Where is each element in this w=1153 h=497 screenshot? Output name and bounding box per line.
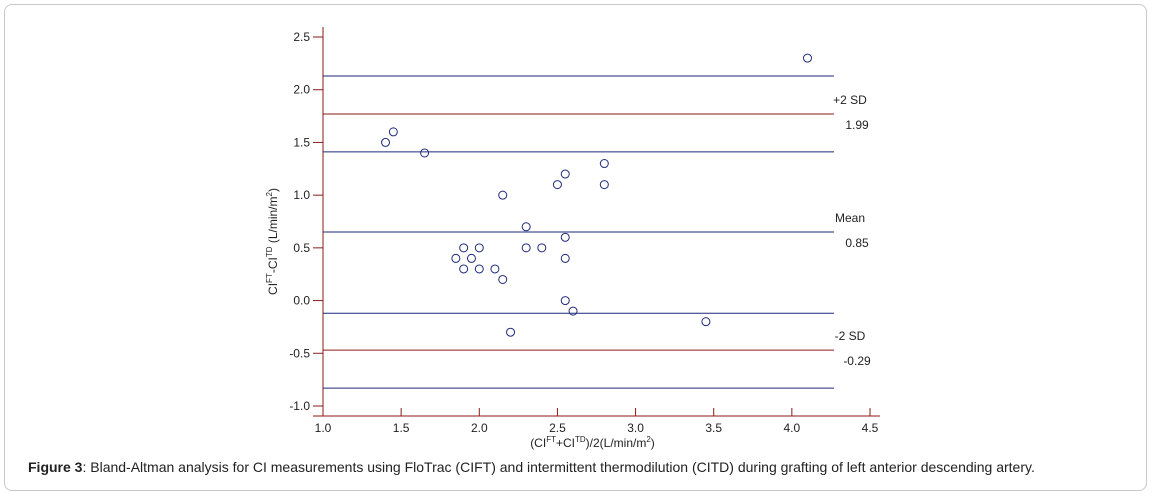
data-point <box>459 243 469 253</box>
data-point <box>466 253 476 263</box>
x-tick-label: 1.5 <box>393 421 410 435</box>
data-point <box>537 243 547 253</box>
figure-caption: Figure 3: Bland-Altman analysis for CI m… <box>28 459 1035 475</box>
reference-line-value: 0.85 <box>845 236 869 250</box>
data-point <box>599 159 609 169</box>
x-tick-label: 3.0 <box>627 421 644 435</box>
x-tick-label: 2.5 <box>549 421 566 435</box>
data-point <box>506 327 516 337</box>
data-point <box>381 137 391 147</box>
y-tick-label: 1.5 <box>293 135 310 149</box>
data-point <box>802 53 812 63</box>
data-point <box>490 264 500 274</box>
reference-line-name: -2 SD <box>835 329 866 343</box>
x-axis-title: (CIFT+CITD)/2(L/min/m2) <box>530 435 655 450</box>
x-tick-label: 4.0 <box>784 421 801 435</box>
y-tick-label: 0.0 <box>293 294 310 308</box>
caption-label: Figure 3 <box>28 459 83 475</box>
data-point <box>701 317 711 327</box>
reference-line-value: 1.99 <box>845 118 869 132</box>
data-point <box>420 148 430 158</box>
data-point <box>459 264 469 274</box>
data-point <box>599 180 609 190</box>
data-point <box>560 169 570 179</box>
data-point <box>560 232 570 242</box>
x-tick-label: 4.5 <box>862 421 879 435</box>
y-tick-label: 2.0 <box>293 83 310 97</box>
y-tick-label: 0.5 <box>293 241 310 255</box>
data-point <box>568 306 578 316</box>
y-axis-title: CIFT-CITD (L/min/m2) <box>265 188 280 295</box>
data-point <box>498 190 508 200</box>
data-point <box>560 253 570 263</box>
y-tick-label: 1.0 <box>293 188 310 202</box>
data-point <box>521 243 531 253</box>
x-tick-label: 2.0 <box>471 421 488 435</box>
data-point <box>474 243 484 253</box>
x-tick-label: 3.5 <box>705 421 722 435</box>
reference-line-name: Mean <box>835 211 865 225</box>
caption-text: : Bland-Altman analysis for CI measureme… <box>82 459 1035 475</box>
reference-line-value: -0.29 <box>843 354 871 368</box>
data-point <box>552 180 562 190</box>
data-point <box>451 253 461 263</box>
y-tick-label: -0.5 <box>289 346 310 360</box>
data-point <box>560 296 570 306</box>
data-point <box>388 127 398 137</box>
x-tick-label: 1.0 <box>315 421 332 435</box>
data-point <box>474 264 484 274</box>
data-point <box>498 274 508 284</box>
reference-line-name: +2 SD <box>833 93 867 107</box>
y-tick-label: -1.0 <box>289 399 310 413</box>
figure-frame <box>4 4 1147 491</box>
y-tick-label: 2.5 <box>293 30 310 44</box>
data-point <box>521 222 531 232</box>
